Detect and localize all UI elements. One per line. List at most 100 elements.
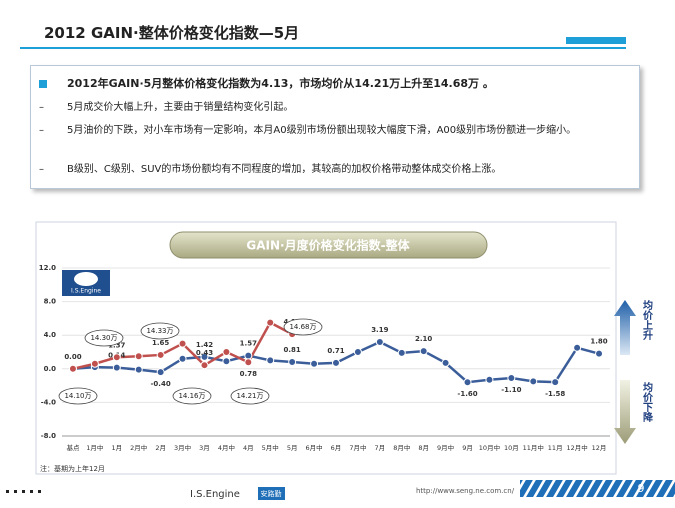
callout — [283, 318, 323, 336]
x-tick-label: 8月 — [418, 444, 429, 452]
data-point — [244, 351, 253, 360]
callout — [230, 387, 270, 405]
data-point — [200, 352, 209, 361]
x-tick-label: 7月 — [375, 444, 386, 452]
chart-title-pill — [169, 231, 488, 259]
y-tick-label: -4.0 — [41, 398, 56, 406]
bullet-text: 5月油价的下跌，对小车市场有一定影响，本月A0级别市场份额出现较大幅度下滑，A0… — [67, 125, 577, 136]
x-tick-label: 5月中 — [262, 443, 279, 452]
footer-brand-box — [258, 487, 285, 500]
data-point — [156, 350, 165, 359]
callout-text: 14.68万 — [289, 323, 316, 331]
x-tick-label: 10月中 — [479, 443, 500, 452]
title-accent — [566, 37, 626, 44]
callout-text: 14.21万 — [236, 392, 263, 400]
chart-frame — [35, 221, 617, 475]
up-arrow — [614, 300, 636, 355]
data-point — [332, 358, 340, 367]
x-tick-label: 1月 — [111, 444, 122, 452]
y-tick-label: -8.0 — [41, 432, 56, 440]
y-tick-label: 8.0 — [44, 298, 57, 306]
data-point — [441, 358, 450, 367]
data-point — [68, 364, 77, 373]
callout — [140, 322, 180, 340]
x-tick-label: 1月中 — [86, 443, 103, 452]
x-tick-label: 4月 — [243, 444, 254, 452]
data-point — [200, 361, 209, 370]
data-label: -0.40 — [151, 380, 171, 388]
data-point — [134, 365, 143, 374]
bullet-text: 5月成交价大幅上升，主要由于销量结构变化引起。 — [67, 102, 294, 113]
down-label: 均价下降 — [641, 381, 653, 423]
data-point — [353, 348, 362, 356]
y-tick-label: 12.0 — [39, 264, 56, 272]
data-point — [90, 359, 99, 368]
callout-text: 14.16万 — [178, 392, 205, 400]
x-tick-label: 9月 — [462, 444, 473, 452]
x-tick-label: 基点 — [66, 443, 80, 452]
bullet-text: B级别、C级别、SUV的市场份额均有不同程度的增加，其较高的加权价格带动整体成交… — [67, 164, 502, 175]
callout-text: 14.10万 — [64, 392, 91, 400]
bullet: –5月油价的下跌，对小车市场有一定影响，本月A0级别市场份额出现较大幅度下滑，A… — [39, 123, 625, 138]
data-point — [222, 357, 231, 366]
data-label: -1.10 — [501, 386, 521, 394]
data-point — [266, 318, 275, 327]
summary-box: 2012年GAIN·5月整体价格变化指数为4.13，市场均价从14.21万上升至… — [30, 65, 640, 189]
x-tick-label: 2月中 — [130, 443, 147, 452]
y-tick-label: 4.0 — [44, 331, 57, 339]
data-point — [529, 377, 538, 386]
y-tick-label: 0.0 — [44, 365, 57, 373]
callout-text: 14.33万 — [146, 327, 173, 335]
x-tick-label: 7月中 — [349, 443, 366, 452]
callout-text: 14.30万 — [90, 334, 117, 342]
x-tick-label: 10月 — [504, 444, 519, 452]
data-label: 0.43 — [196, 349, 213, 357]
data-point — [244, 358, 253, 367]
data-point — [551, 378, 560, 387]
data-point — [573, 343, 582, 352]
bullet: –5月成交价大幅上升，主要由于销量结构变化引起。 — [39, 100, 625, 115]
x-tick-label: 9月中 — [437, 443, 454, 452]
callout — [172, 387, 212, 405]
x-tick-label: 6月中 — [306, 443, 323, 452]
bullet-main: 2012年GAIN·5月整体价格变化指数为4.13，市场均价从14.21万上升至… — [39, 76, 625, 91]
data-point — [178, 354, 187, 363]
footer-brand: I.S.Engine — [190, 489, 240, 500]
data-label: 1.57 — [240, 340, 257, 348]
data-label: -1.60 — [457, 390, 477, 398]
x-tick-label: 11月 — [548, 444, 563, 452]
data-label: 2.10 — [415, 335, 432, 343]
data-point — [310, 359, 319, 368]
footer-url: http://www.seng.ne.com.cn/ — [416, 487, 515, 495]
data-label: 0.78 — [240, 370, 257, 378]
data-label: 1.37 — [108, 341, 125, 349]
data-point — [288, 357, 297, 366]
data-point — [112, 353, 121, 362]
logo-text: I.S.Engine — [71, 288, 101, 295]
data-label: 0.00 — [64, 353, 81, 361]
data-label: 3.19 — [371, 326, 388, 334]
slide-title: 2012 GAIN·整体价格变化指数—5月 — [44, 24, 300, 42]
x-tick-label: 6月 — [331, 444, 342, 452]
footer-band — [520, 480, 675, 497]
data-label: 0.81 — [284, 346, 301, 354]
data-label: 0.71 — [327, 347, 344, 355]
down-arrow — [614, 380, 636, 444]
data-point — [375, 338, 384, 347]
x-tick-label: 4月中 — [218, 443, 235, 452]
data-point — [419, 347, 428, 356]
title-rule — [20, 47, 626, 49]
x-tick-label: 5月 — [287, 444, 298, 452]
x-tick-label: 3月中 — [174, 443, 191, 452]
footer-dots — [6, 490, 41, 493]
data-point — [485, 375, 494, 384]
data-point — [222, 348, 231, 356]
chart-title: GAIN·月度价格变化指数-整体 — [246, 238, 410, 253]
callout — [58, 387, 98, 405]
up-label: 均价上升 — [641, 299, 653, 341]
footer-brand-cn: 安路勤 — [261, 489, 282, 498]
data-label: 1.65 — [152, 339, 169, 347]
data-point — [112, 363, 121, 372]
